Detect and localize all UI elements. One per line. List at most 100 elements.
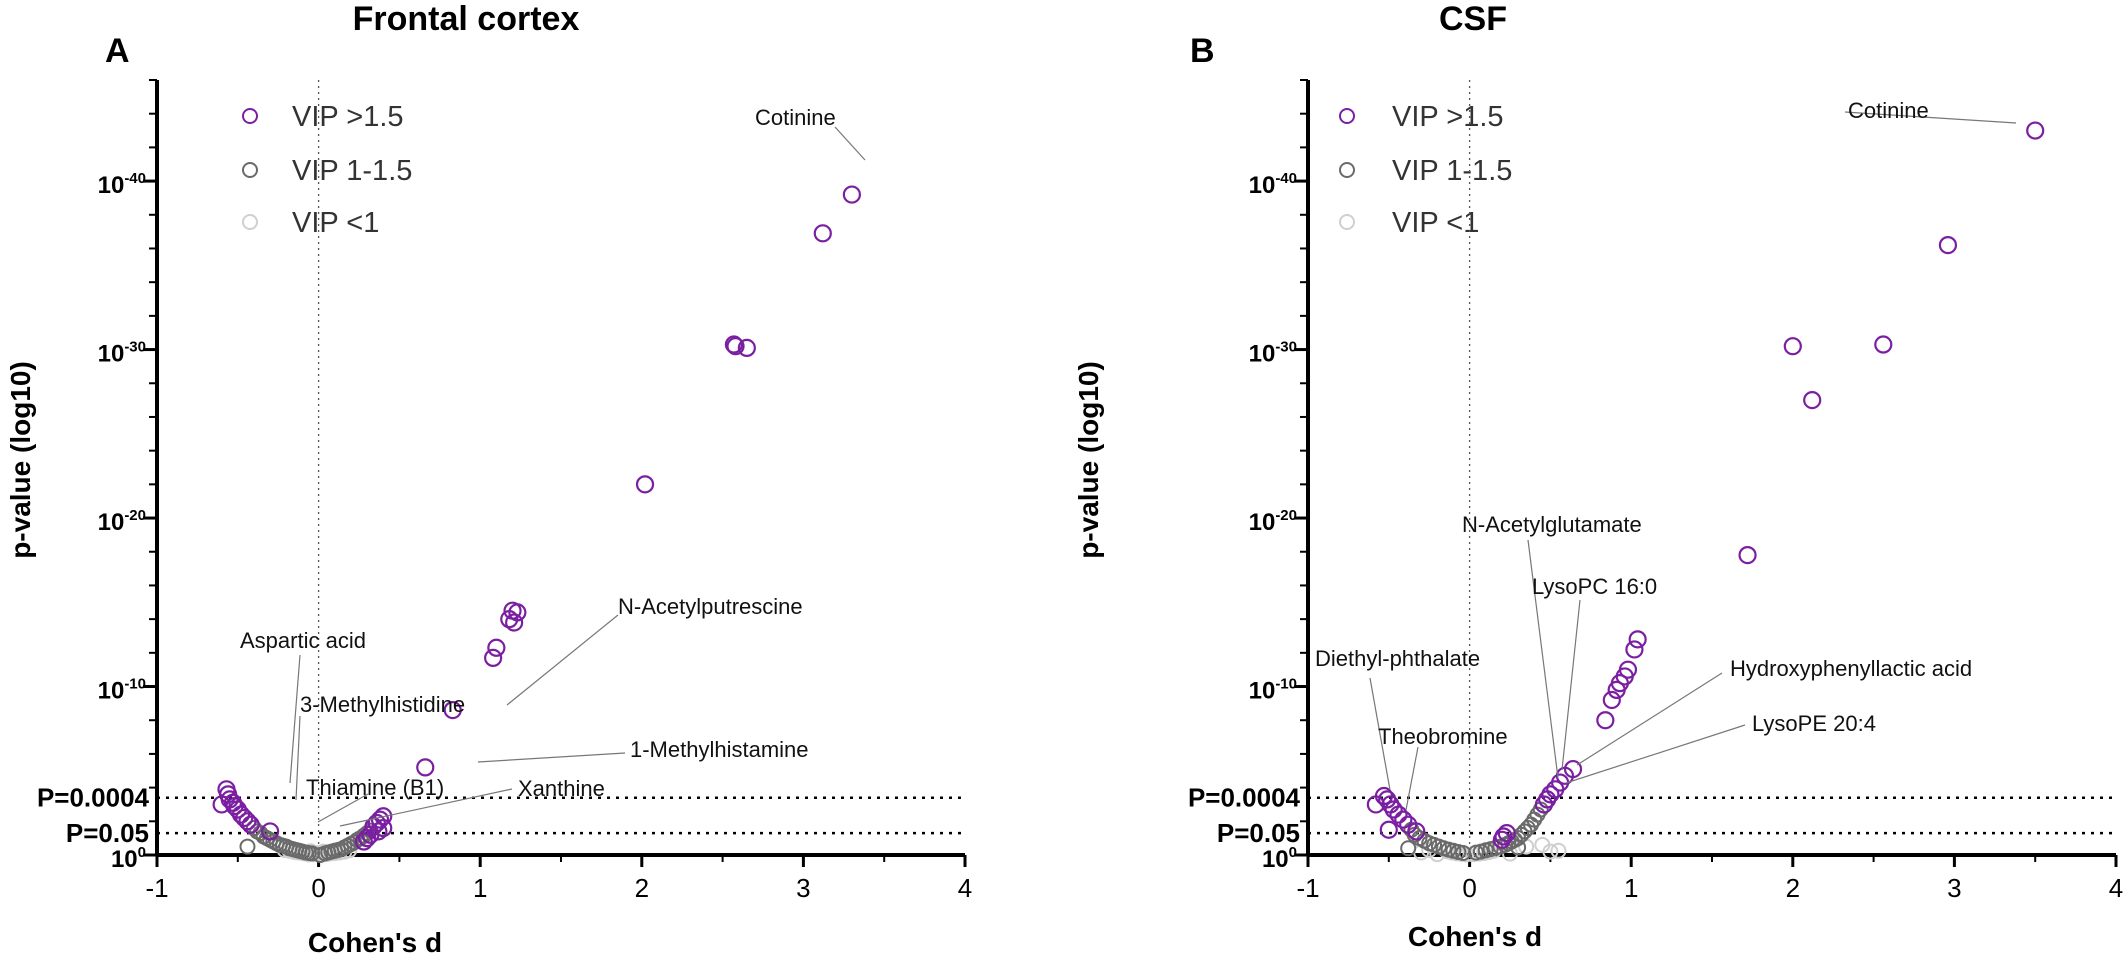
annotation-leader [1565,724,1746,784]
y-tick-base: 10 [1249,341,1276,368]
annotation-leader [1561,599,1581,771]
y-tick-base: 10 [1249,678,1276,705]
y-tick-label: 10-20 [1249,507,1297,536]
data-point-vip-high [635,475,655,494]
y-tick-base: 10 [1262,846,1289,873]
x-tick-label: 1 [1624,873,1638,903]
data-point-vip-high [1628,630,1647,649]
x-tick-label: 3 [796,873,810,903]
annotation-leader [477,752,626,763]
x-axis-label: Cohen's d [1408,921,1542,952]
annotation-n-acetylputrescine: N-Acetylputrescine [618,594,803,619]
data-point-vip-high [1492,830,1512,849]
data-point-vip-high [1394,810,1413,829]
panel-label: B [1190,32,1215,70]
y-axis-label: p-value (log10) [5,361,36,559]
x-tick-label: 2 [635,873,649,903]
annotation-cotinine: Cotinine [1848,98,1929,123]
data-point-vip-high [1407,822,1426,841]
y-tick-base: 10 [98,341,125,368]
data-point-vip-high [726,337,745,356]
legend-label-vip-mid: VIP 1-1.5 [292,155,412,187]
y-tick-base: 10 [98,678,125,705]
threshold-label: P=0.05 [66,818,149,848]
x-axis-label: Cohen's d [308,927,442,958]
legend-label-vip-low: VIP <1 [1392,207,1479,239]
annotation-lysopc-16-0: LysoPC 16:0 [1532,574,1657,599]
annotation-1-methylhistamine: 1-Methylhistamine [630,737,809,762]
data-point-vip-high [842,185,861,204]
legend-marker-vip-high [1339,108,1355,124]
data-point-vip-high [374,818,393,838]
y-tick-exponent: -20 [124,507,146,524]
data-point-vip-high [1602,690,1621,710]
data-point-vip-high [1874,335,1893,354]
x-tick-label: 0 [311,873,325,903]
data-point-vip-high [1607,680,1626,699]
annotation-thiamine-b1: Thiamine (B1) [306,775,444,800]
annotation-cotinine: Cotinine [755,105,836,130]
data-point-vip-high [212,795,231,814]
data-point-vip-high [813,224,832,243]
y-axis-label: p-value (log10) [1073,361,1104,559]
data-point-vip-high [416,758,435,777]
y-tick-base: 10 [98,509,125,536]
data-point-vip-high [443,701,462,720]
data-point-vip-high [1366,795,1385,814]
data-point-vip-high [487,638,506,657]
x-tick-label: -1 [145,873,168,903]
data-point-vip-high [354,832,373,851]
y-tick-base: 10 [1249,509,1276,536]
data-point-vip-high [241,815,260,834]
data-point-vip-high [484,648,503,667]
data-point-vip-high [1803,391,1822,410]
annotation-leader [506,614,619,706]
x-tick-label: 4 [2109,873,2123,903]
data-points [1366,121,2045,863]
annotations: Cotinine N-Acetylglutamate LysoPC 16:0 H… [1315,98,2017,811]
data-point-vip-high [1938,236,1958,255]
zero-guide-and-thresholds: P=0.0004 P=0.05 [1188,80,2116,855]
data-point-vip-high [1379,820,1398,839]
zero-guide-and-thresholds: P=0.0004 P=0.05 [37,80,965,855]
x-tick-label: 3 [1947,873,1961,903]
annotation-3-methylhistidine: 3-Methylhistidine [300,692,465,717]
y-tick-label: 100 [111,844,146,873]
data-point-vip-high [235,808,254,828]
data-point-vip-high [261,822,280,841]
data-point-vip-high [1389,805,1408,824]
x-tick-label: 1 [473,873,487,903]
data-point-vip-mid [304,845,321,862]
annotation-leader [1576,672,1723,766]
legend-label-vip-high: VIP >1.5 [1392,101,1504,133]
data-points [212,185,861,863]
legend-label-vip-mid: VIP 1-1.5 [1392,155,1512,187]
panel-label: A [105,32,130,70]
data-point-vip-low [1438,843,1455,860]
chart-title: Frontal cortex [353,0,580,38]
y-tick-label: 100 [1262,844,1297,873]
data-point-vip-high [231,805,251,824]
legend: VIP >1.5 VIP 1-1.5 VIP <1 [242,101,412,239]
annotation-leader [1369,677,1391,791]
y-tick-label: 10-30 [98,339,146,368]
y-tick-exponent: 0 [1289,844,1297,861]
annotations: Cotinine N-Acetylputrescine 1-Methylhist… [240,105,866,827]
panel-frontal-cortex: A Frontal cortex p-value (log10) Cohen's… [5,0,972,958]
y-tick-base: 10 [98,172,125,199]
annotation-xanthine: Xanthine [518,776,605,801]
annotation-hydroxyphenyllactic-acid: Hydroxyphenyllactic acid [1730,656,1972,681]
threshold-label: P=0.0004 [1188,783,1301,813]
annotation-n-acetylglutamate: N-Acetylglutamate [1462,512,1642,537]
data-point-vip-mid [1400,840,1417,857]
y-tick-label: 10-10 [98,676,146,705]
x-tick-label: 4 [958,873,972,903]
x-tick-label: -1 [1296,873,1319,903]
annotation-leader [1527,539,1559,779]
data-point-vip-high [737,338,756,357]
data-point-vip-high [1596,711,1615,730]
legend-label-vip-high: VIP >1.5 [292,101,404,133]
legend-marker-vip-low [1339,214,1355,230]
